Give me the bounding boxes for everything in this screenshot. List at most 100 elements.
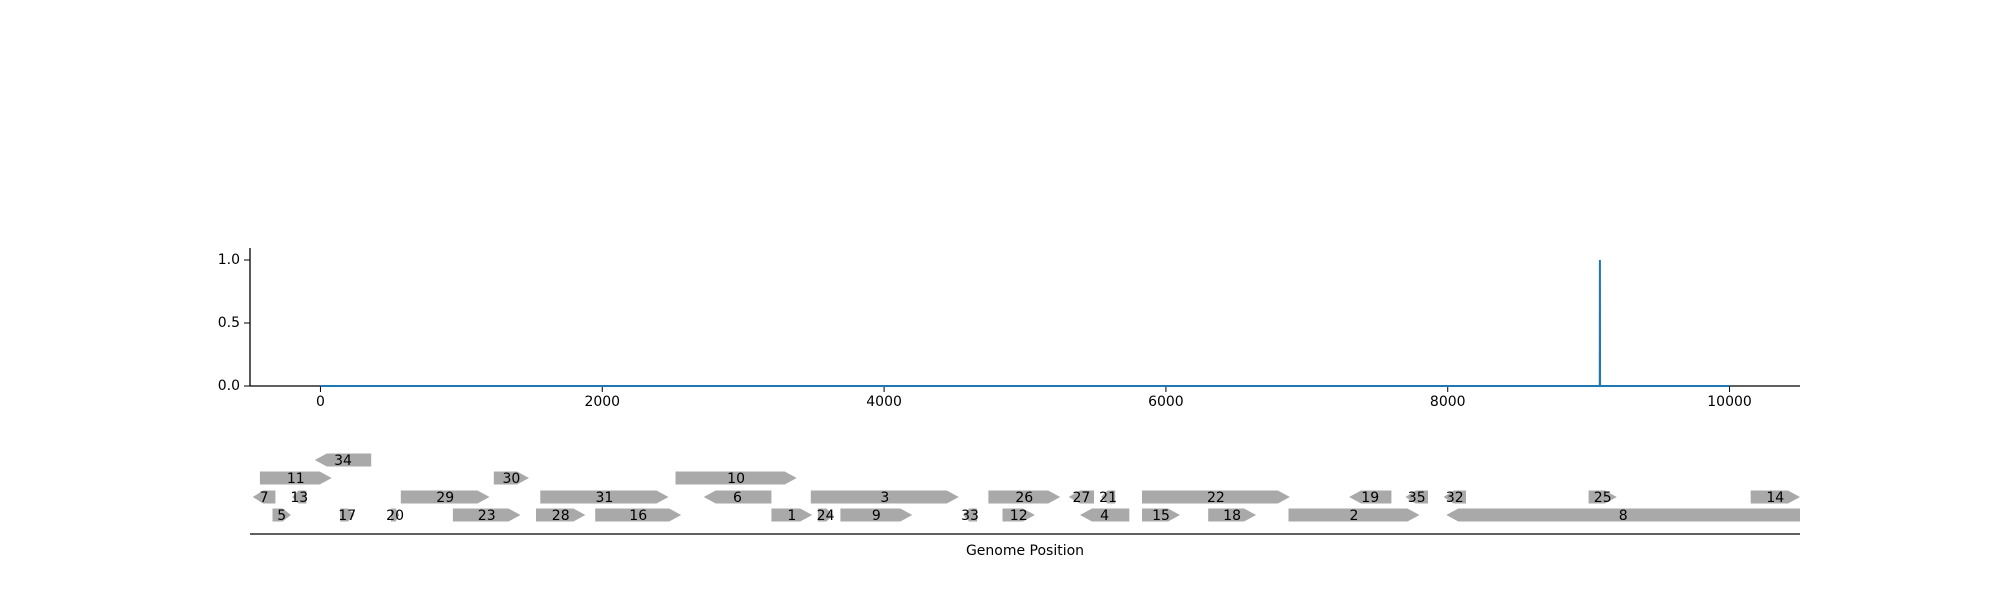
line-series-group — [320, 259, 1730, 387]
gene-label: 25 — [1594, 490, 1612, 506]
gene-arrow — [1750, 490, 1800, 504]
gene-feature: 14 — [1750, 490, 1800, 506]
gene-arrow — [963, 508, 978, 522]
gene-arrow — [452, 508, 521, 522]
gene-feature: 11 — [259, 471, 332, 487]
gene-feature: 26 — [988, 490, 1061, 506]
gene-label: 5 — [277, 508, 286, 524]
gene-label: 12 — [1010, 508, 1028, 524]
gene-feature: 9 — [840, 508, 913, 524]
gene-feature: 19 — [1349, 490, 1392, 506]
gene-label: 14 — [1766, 490, 1784, 506]
x-tick-label: 6000 — [1148, 394, 1184, 410]
gene-arrow — [810, 490, 959, 504]
gene-arrow — [1208, 508, 1257, 522]
line-plot: 0 2000 4000 6000 8000 10000 0.0 0.5 1.0 — [218, 248, 1800, 410]
gene-feature: 10 — [675, 471, 797, 487]
gene-label: 11 — [287, 471, 305, 487]
gene-feature: 23 — [452, 508, 521, 524]
gene-feature: 6 — [703, 490, 772, 506]
gene-feature: 16 — [595, 508, 682, 524]
gene-label: 7 — [260, 490, 269, 506]
gene-label: 16 — [629, 508, 647, 524]
gene-arrow — [292, 490, 307, 504]
gene-label: 24 — [817, 508, 835, 524]
gene-label: 21 — [1099, 490, 1117, 506]
gene-feature: 31 — [540, 490, 669, 506]
gene-feature: 34 — [314, 453, 372, 469]
gene-label: 28 — [552, 508, 570, 524]
gene-label: 26 — [1015, 490, 1033, 506]
gene-label: 6 — [733, 490, 742, 506]
gene-label: 10 — [727, 471, 745, 487]
gene-arrow — [1142, 490, 1290, 504]
gene-feature: 24 — [817, 508, 835, 524]
gene-arrow — [1446, 508, 1800, 522]
gene-label: 9 — [872, 508, 881, 524]
gene-label: 33 — [961, 508, 979, 524]
gene-feature: 4 — [1080, 508, 1130, 524]
gene-arrow — [400, 490, 490, 504]
gene-arrow — [771, 508, 813, 522]
gene-feature: 18 — [1208, 508, 1257, 524]
gene-feature: 5 — [272, 508, 291, 524]
gene-feature: 8 — [1446, 508, 1800, 524]
gene-arrow — [1002, 508, 1035, 522]
gene-feature: 30 — [493, 471, 529, 487]
gene-arrow — [390, 508, 400, 522]
gene-arrow — [272, 508, 291, 522]
gene-feature: 28 — [536, 508, 586, 524]
gene-arrow — [1288, 508, 1420, 522]
gene-label: 3 — [880, 490, 889, 506]
gene-arrow — [340, 508, 355, 522]
gene-feature: 33 — [961, 508, 979, 524]
gene-arrow — [540, 490, 669, 504]
gene-feature: 22 — [1142, 490, 1290, 506]
gene-feature: 2 — [1288, 508, 1420, 524]
gene-label: 34 — [334, 453, 352, 469]
gene-label: 20 — [386, 508, 404, 524]
gene-label: 35 — [1408, 490, 1426, 506]
gene-feature: 21 — [1099, 490, 1117, 506]
gene-label: 23 — [478, 508, 496, 524]
y-tick-label: 0.5 — [218, 315, 240, 331]
gene-label: 2 — [1350, 508, 1359, 524]
gene-feature: 20 — [386, 508, 404, 524]
gene-label: 30 — [502, 471, 520, 487]
gene-arrow — [703, 490, 772, 504]
gene-label: 32 — [1446, 490, 1464, 506]
gene-label: 18 — [1223, 508, 1241, 524]
x-tick-label: 8000 — [1430, 394, 1466, 410]
x-tick-label: 0 — [316, 394, 325, 410]
y-ticks: 0.0 0.5 1.0 — [218, 252, 250, 394]
gene-feature: 25 — [1588, 490, 1617, 506]
gene-arrow — [1405, 490, 1428, 504]
gene-label: 22 — [1207, 490, 1225, 506]
gene-feature: 27 — [1068, 490, 1094, 506]
gene-arrow — [252, 490, 276, 504]
gene-feature: 1 — [771, 508, 813, 524]
gene-arrow — [1142, 508, 1180, 522]
gene-label: 8 — [1619, 508, 1628, 524]
gene-arrow — [536, 508, 586, 522]
y-tick-label: 1.0 — [218, 252, 240, 268]
gene-feature: 29 — [400, 490, 490, 506]
gene-label: 19 — [1361, 490, 1379, 506]
line-series — [320, 259, 1730, 387]
gene-feature: 7 — [252, 490, 276, 506]
gene-label: 17 — [338, 508, 356, 524]
gene-feature: 32 — [1443, 490, 1466, 506]
gene-arrow — [1068, 490, 1094, 504]
gene-feature: 35 — [1405, 490, 1428, 506]
gene-arrow — [1101, 490, 1116, 504]
x-tick-label: 10000 — [1707, 394, 1752, 410]
gene-arrow — [314, 453, 372, 467]
gene-label: 27 — [1072, 490, 1090, 506]
gene-arrow — [1080, 508, 1130, 522]
gene-label: 13 — [290, 490, 308, 506]
x-tick-label: 4000 — [866, 394, 902, 410]
